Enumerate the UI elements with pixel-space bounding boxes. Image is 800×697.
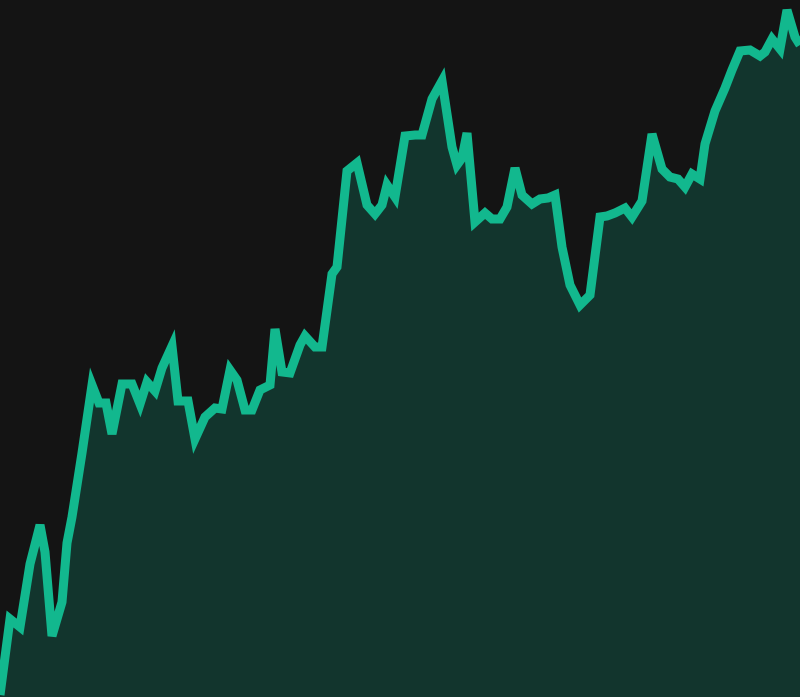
chart-marks	[0, 8, 800, 697]
series-line	[0, 8, 800, 696]
series-area-fill	[0, 10, 800, 697]
